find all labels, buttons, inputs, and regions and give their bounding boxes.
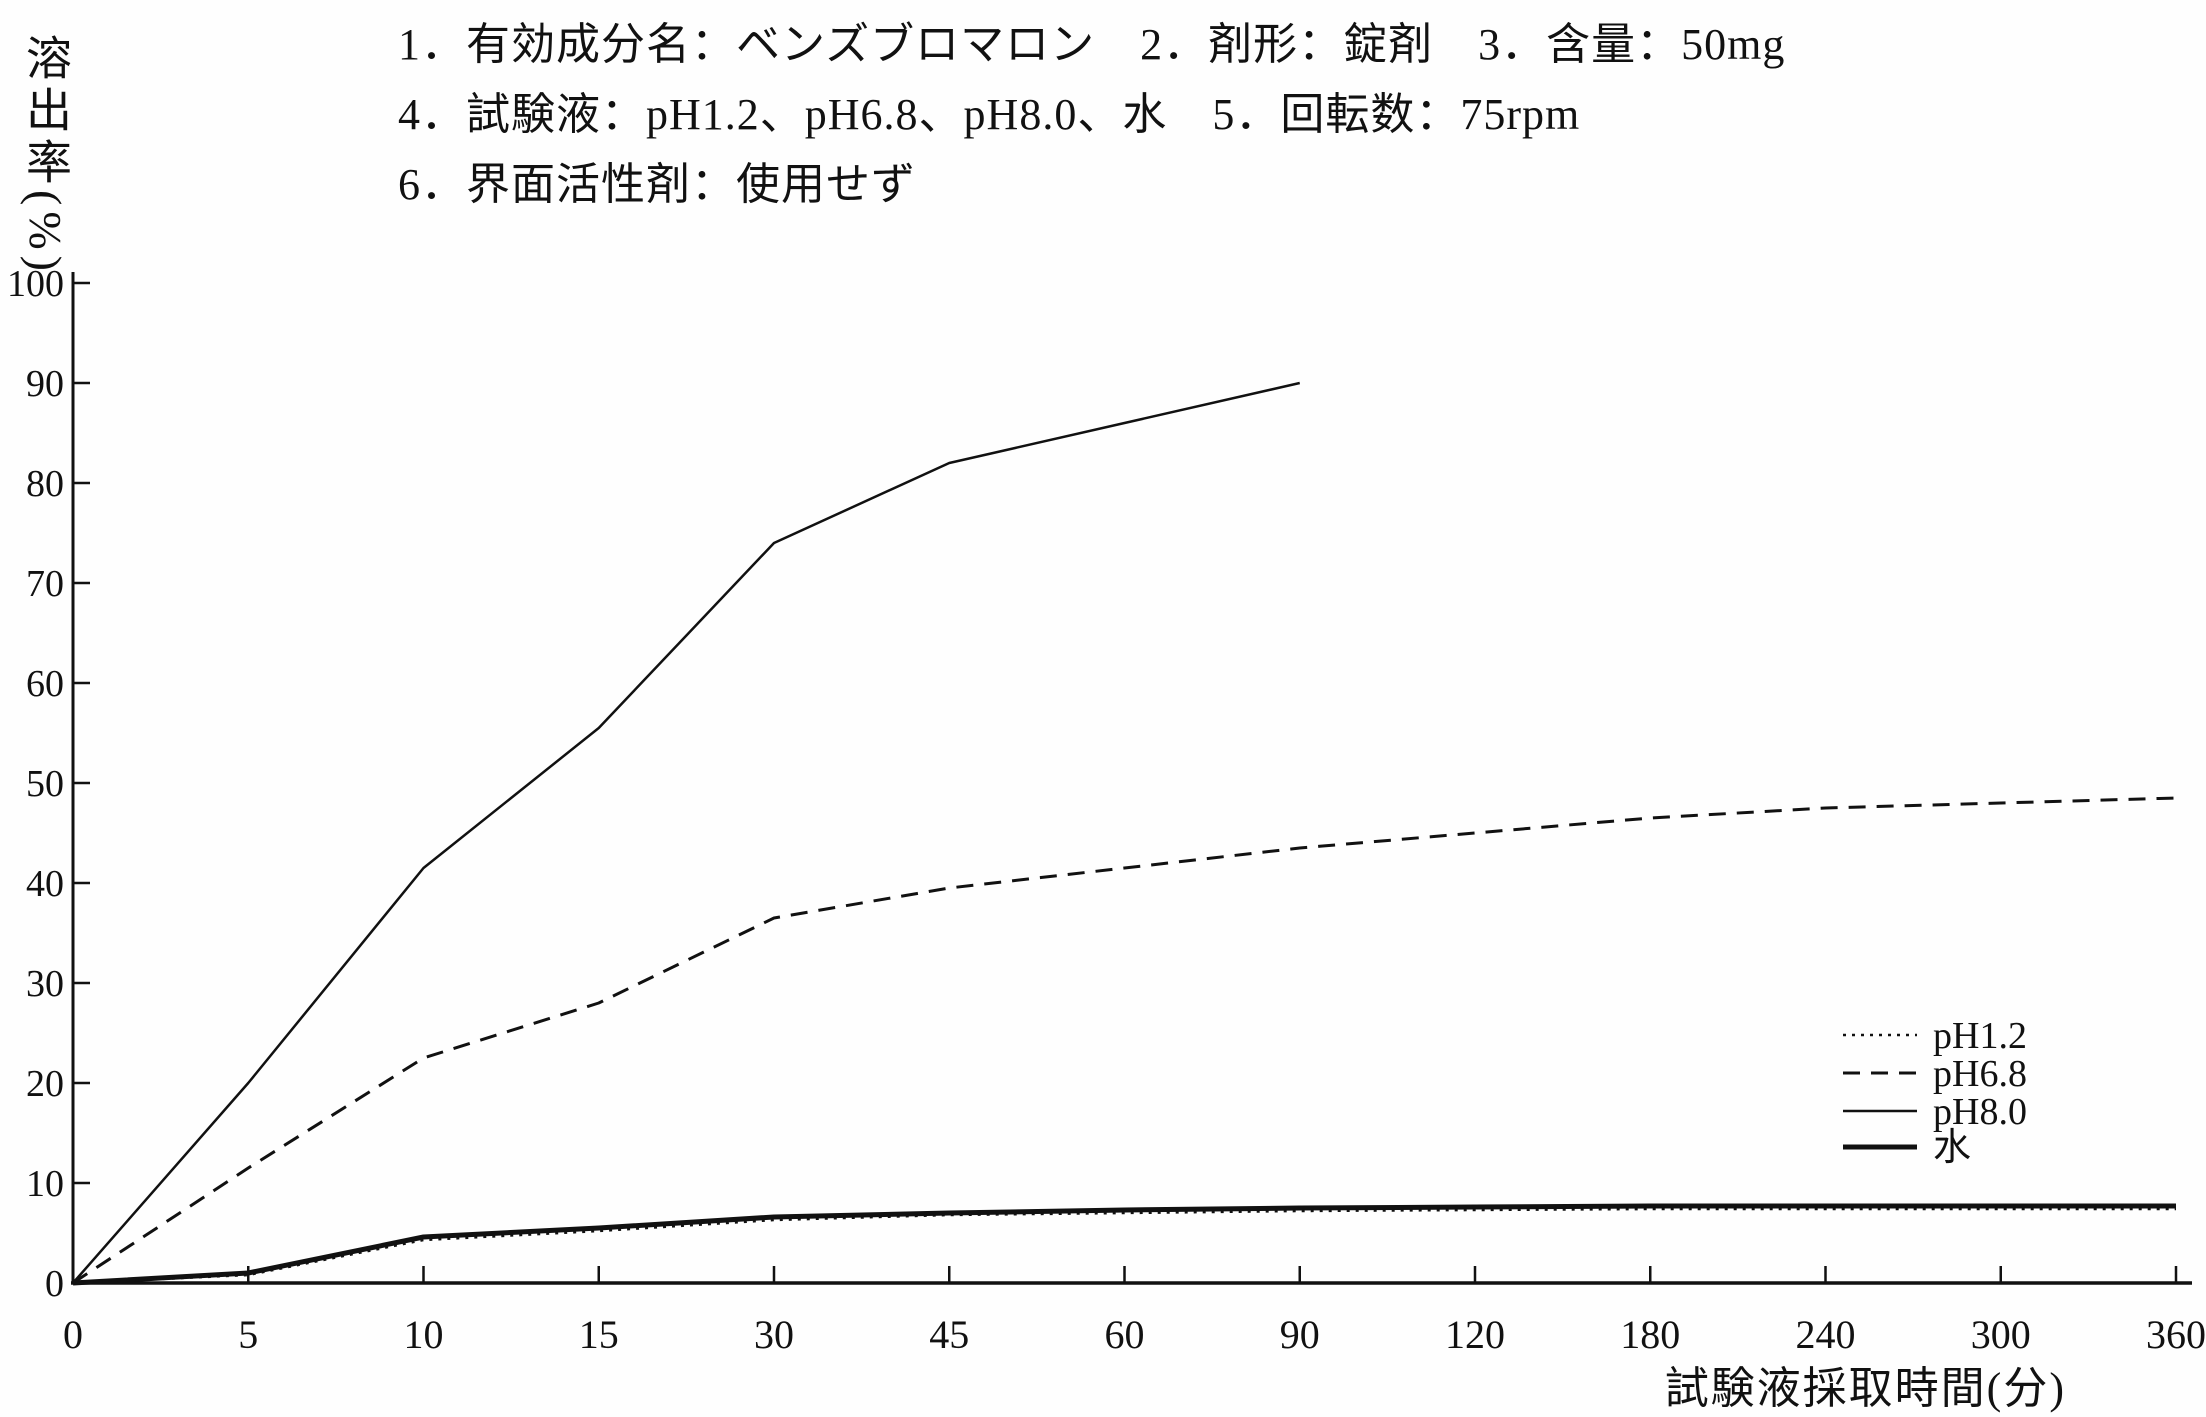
x-axis-ticks: 0 5 10 15 30 45 60 90 120 180 240 300 360 bbox=[63, 1266, 2206, 1357]
x-tick-label: 180 bbox=[1620, 1312, 1680, 1357]
x-tick-label: 90 bbox=[1280, 1312, 1320, 1357]
y-axis-ticks: 0 10 20 30 40 50 60 70 80 90 100 bbox=[7, 263, 90, 1305]
header-line-1: 1．有効成分名：ベンズブロマロン 2．剤形：錠剤 3．含量：50mg bbox=[398, 20, 1786, 69]
curve-水 bbox=[72, 1203, 2176, 1286]
y-tick-label: 70 bbox=[26, 563, 64, 605]
y-tick-label: 0 bbox=[45, 1263, 64, 1305]
y-tick-label: 80 bbox=[26, 463, 64, 505]
x-tick-label: 15 bbox=[579, 1312, 619, 1357]
x-tick-label: 60 bbox=[1105, 1312, 1145, 1357]
y-tick-label: 20 bbox=[26, 1063, 64, 1105]
curve-pH6.8 bbox=[72, 796, 2177, 1285]
x-tick-label: 10 bbox=[404, 1312, 444, 1357]
legend-label-pH6.8: pH6.8 bbox=[1933, 1053, 2027, 1095]
y-tick-label: 90 bbox=[26, 363, 64, 405]
y-tick-label: 100 bbox=[7, 263, 64, 305]
curves bbox=[72, 381, 2177, 1286]
x-tick-label: 240 bbox=[1796, 1312, 1856, 1357]
axes bbox=[71, 272, 2192, 1285]
y-tick-label: 60 bbox=[26, 663, 64, 705]
y-tick-label: 10 bbox=[26, 1163, 64, 1205]
test-conditions-header: 1．有効成分名：ベンズブロマロン 2．剤形：錠剤 3．含量：50mg 4．試験液… bbox=[398, 10, 1785, 220]
x-axis-title: 試験液採取時間(分) bbox=[1664, 1364, 2066, 1413]
legend-label-水: 水 bbox=[1933, 1127, 1971, 1169]
curve-pH1.2 bbox=[72, 1207, 2176, 1285]
header-line-3: 6．界面活性剤：使用せず bbox=[398, 160, 916, 209]
y-tick-label: 30 bbox=[26, 963, 64, 1005]
curve-pH8.0 bbox=[72, 381, 1301, 1284]
x-tick-label: 5 bbox=[238, 1312, 258, 1357]
y-axis-title: 溶出率(%) bbox=[20, 34, 71, 277]
x-tick-label: 45 bbox=[929, 1312, 969, 1357]
header-line-2: 4．試験液：pH1.2、pH6.8、pH8.0、水 5．回転数：75rpm bbox=[398, 90, 1581, 139]
y-tick-label: 50 bbox=[26, 763, 64, 805]
x-tick-label: 300 bbox=[1971, 1312, 2031, 1357]
x-tick-label: 0 bbox=[63, 1312, 83, 1357]
legend-label-pH8.0: pH8.0 bbox=[1933, 1091, 2027, 1133]
x-tick-label: 30 bbox=[754, 1312, 794, 1357]
legend-label-pH1.2: pH1.2 bbox=[1933, 1015, 2027, 1057]
y-tick-label: 40 bbox=[26, 863, 64, 905]
x-tick-label: 120 bbox=[1445, 1312, 1505, 1357]
x-tick-label: 360 bbox=[2146, 1312, 2206, 1357]
